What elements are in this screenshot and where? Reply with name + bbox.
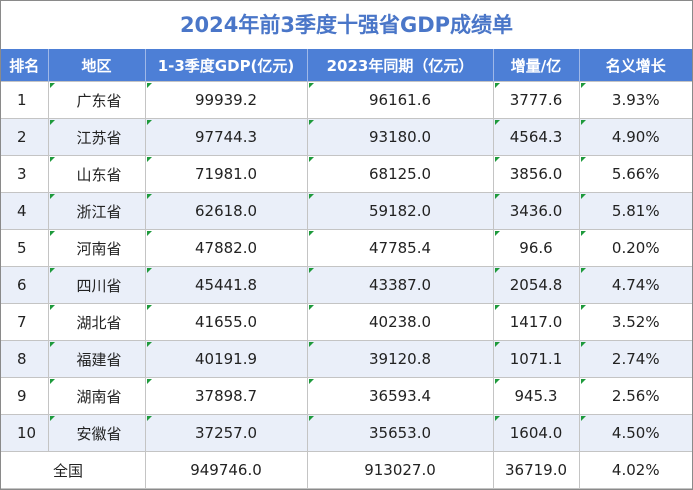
prev-cell: 40238.0 — [306, 303, 494, 341]
table-row: 9 湖南省 37898.7 36593.4 945.3 2.56% — [1, 377, 692, 415]
increase-cell: 3856.0 — [492, 155, 580, 193]
growth-cell: 0.20% — [578, 229, 692, 267]
rank-cell: 8 — [1, 340, 49, 378]
region-cell: 广东省 — [47, 81, 146, 119]
page-title: 2024年前3季度十强省GDP成绩单 — [179, 13, 514, 37]
region-cell: 山东省 — [47, 155, 146, 193]
prev-cell: 93180.0 — [306, 118, 494, 156]
gdp-cell: 41655.0 — [144, 303, 308, 341]
increase-cell: 1604.0 — [492, 414, 580, 452]
gdp-cell: 47882.0 — [144, 229, 308, 267]
header-rank: 排名 — [1, 49, 49, 82]
rank-cell: 1 — [1, 81, 49, 119]
total-growth-cell: 4.02% — [578, 451, 692, 489]
increase-cell: 1417.0 — [492, 303, 580, 341]
total-gdp-cell: 949746.0 — [144, 451, 308, 489]
rank-cell: 10 — [1, 414, 49, 452]
gdp-cell: 40191.9 — [144, 340, 308, 378]
gdp-cell: 37257.0 — [144, 414, 308, 452]
rank-cell: 5 — [1, 229, 49, 267]
prev-cell: 68125.0 — [306, 155, 494, 193]
gdp-cell: 37898.7 — [144, 377, 308, 415]
increase-cell: 4564.3 — [492, 118, 580, 156]
table-row: 8 福建省 40191.9 39120.8 1071.1 2.74% — [1, 340, 692, 378]
growth-cell: 3.93% — [578, 81, 692, 119]
header-region: 地区 — [48, 49, 146, 82]
prev-cell: 96161.6 — [306, 81, 494, 119]
header-prev: 2023年同期（亿元） — [307, 49, 494, 82]
increase-cell: 3436.0 — [492, 192, 580, 230]
increase-cell: 96.6 — [492, 229, 580, 267]
growth-cell: 2.74% — [578, 340, 692, 378]
region-cell: 安徽省 — [47, 414, 146, 452]
gdp-cell: 45441.8 — [144, 266, 308, 304]
table-header-row: 排名 地区 1-3季度GDP(亿元) 2023年同期（亿元） 增量/亿 名义增长 — [1, 49, 692, 82]
growth-cell: 5.81% — [578, 192, 692, 230]
total-increase-cell: 36719.0 — [492, 451, 580, 489]
gdp-cell: 97744.3 — [144, 118, 308, 156]
region-cell: 江苏省 — [47, 118, 146, 156]
header-gdp: 1-3季度GDP(亿元) — [145, 49, 308, 82]
region-cell: 河南省 — [47, 229, 146, 267]
region-cell: 四川省 — [47, 266, 146, 304]
rank-cell: 6 — [1, 266, 49, 304]
rank-cell: 7 — [1, 303, 49, 341]
increase-cell: 2054.8 — [492, 266, 580, 304]
growth-cell: 5.66% — [578, 155, 692, 193]
gdp-cell: 62618.0 — [144, 192, 308, 230]
prev-cell: 43387.0 — [306, 266, 494, 304]
gdp-cell: 99939.2 — [144, 81, 308, 119]
total-prev-cell: 913027.0 — [306, 451, 494, 489]
growth-cell: 2.56% — [578, 377, 692, 415]
growth-cell: 4.90% — [578, 118, 692, 156]
region-cell: 浙江省 — [47, 192, 146, 230]
prev-cell: 39120.8 — [306, 340, 494, 378]
region-cell: 福建省 — [47, 340, 146, 378]
prev-cell: 47785.4 — [306, 229, 494, 267]
table-row: 10 安徽省 37257.0 35653.0 1604.0 4.50% — [1, 414, 692, 452]
prev-cell: 35653.0 — [306, 414, 494, 452]
gdp-table: 排名 地区 1-3季度GDP(亿元) 2023年同期（亿元） 增量/亿 名义增长… — [1, 49, 692, 489]
prev-cell: 59182.0 — [306, 192, 494, 230]
region-cell: 湖北省 — [47, 303, 146, 341]
table-row: 7 湖北省 41655.0 40238.0 1417.0 3.52% — [1, 303, 692, 341]
growth-cell: 4.74% — [578, 266, 692, 304]
rank-cell: 4 — [1, 192, 49, 230]
total-label: 全国 — [1, 451, 146, 489]
growth-cell: 4.50% — [578, 414, 692, 452]
rank-cell: 3 — [1, 155, 49, 193]
rank-cell: 2 — [1, 118, 49, 156]
table-row: 4 浙江省 62618.0 59182.0 3436.0 5.81% — [1, 192, 692, 230]
increase-cell: 1071.1 — [492, 340, 580, 378]
prev-cell: 36593.4 — [306, 377, 494, 415]
region-cell: 湖南省 — [47, 377, 146, 415]
table-row: 5 河南省 47882.0 47785.4 96.6 0.20% — [1, 229, 692, 267]
growth-cell: 3.52% — [578, 303, 692, 341]
increase-cell: 945.3 — [492, 377, 580, 415]
header-increase: 增量/亿 — [493, 49, 580, 82]
table-row: 3 山东省 71981.0 68125.0 3856.0 5.66% — [1, 155, 692, 193]
table-row: 1 广东省 99939.2 96161.6 3777.6 3.93% — [1, 81, 692, 119]
table-row: 2 江苏省 97744.3 93180.0 4564.3 4.90% — [1, 118, 692, 156]
total-row: 全国 949746.0 913027.0 36719.0 4.02% — [1, 451, 692, 489]
gdp-cell: 71981.0 — [144, 155, 308, 193]
header-growth: 名义增长 — [579, 49, 692, 82]
table-row: 6 四川省 45441.8 43387.0 2054.8 4.74% — [1, 266, 692, 304]
rank-cell: 9 — [1, 377, 49, 415]
increase-cell: 3777.6 — [492, 81, 580, 119]
